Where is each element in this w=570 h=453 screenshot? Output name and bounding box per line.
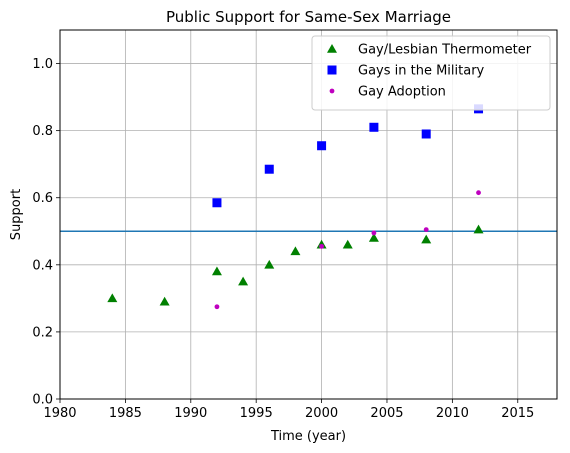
point-series-2: [212, 198, 222, 208]
point-series-3: [214, 304, 220, 310]
point-series-1: [473, 224, 484, 234]
y-tick-label: 1.0: [32, 57, 53, 72]
point-series-3: [371, 230, 377, 236]
point-series-1: [421, 234, 432, 244]
point-series-2: [369, 122, 379, 132]
point-series-2: [421, 129, 431, 139]
x-tick-label: 2010: [436, 406, 469, 421]
x-tick-label: 1980: [43, 406, 76, 421]
point-series-1: [264, 259, 275, 269]
y-axis-title: Support: [9, 189, 24, 240]
point-series-1: [211, 266, 222, 276]
y-tick-label: 0.6: [32, 191, 53, 206]
point-series-2: [264, 164, 274, 174]
legend-label-2: Gays in the Military: [358, 64, 485, 79]
y-tick-label: 0.8: [32, 124, 53, 139]
point-series-1: [342, 239, 353, 249]
x-tick-label: 1990: [174, 406, 207, 421]
x-tick-label: 2005: [370, 406, 403, 421]
point-series-3: [476, 190, 481, 196]
legend-label-1: Gay/Lesbian Thermometer: [358, 43, 532, 58]
legend-label-3: Gay Adoption: [358, 85, 446, 100]
x-axis-title: Time (year): [270, 429, 346, 444]
x-tick-label: 1995: [240, 406, 273, 421]
x-tick-label: 2015: [501, 406, 534, 421]
legend-marker-1: [327, 44, 337, 53]
axis-ticks: 1980 1985 1990 1995 2000 2005 2010 2015 0.0 0.2 0.…: [32, 57, 534, 421]
x-tick-label: 1985: [109, 406, 142, 421]
point-series-1: [107, 293, 118, 303]
data-marks: [107, 104, 484, 310]
point-series-1: [368, 232, 379, 242]
chart-title: Public Support for Same-Sex Marriage: [166, 8, 451, 26]
y-tick-label: 0.2: [32, 325, 53, 340]
point-series-1: [159, 296, 170, 306]
legend: Gay/Lesbian Thermometer Gays in the Milit…: [311, 35, 551, 111]
point-series-1: [238, 276, 249, 286]
x-tick-label: 2000: [305, 406, 338, 421]
plot-frame: [59, 29, 558, 400]
legend-marker-2: [327, 65, 337, 75]
point-series-1: [290, 246, 301, 256]
point-series-3: [423, 227, 429, 232]
y-tick-label: 0.4: [32, 258, 53, 273]
legend-box: [311, 35, 551, 111]
point-series-3: [319, 243, 324, 249]
point-series-2: [317, 141, 327, 151]
legend-marker-3: [329, 88, 335, 94]
y-tick-label: 0.0: [32, 393, 53, 408]
